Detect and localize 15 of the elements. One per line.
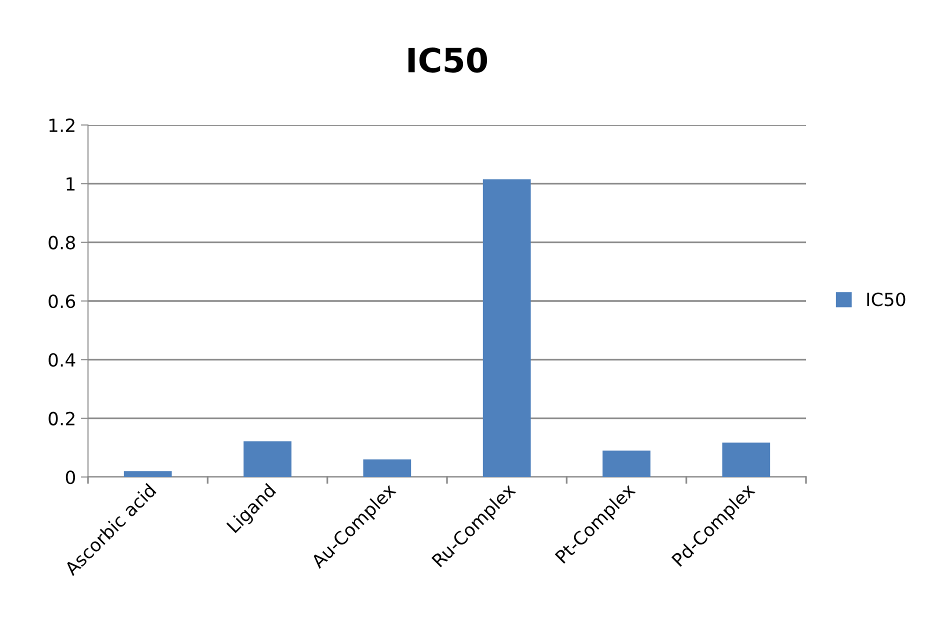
legend-label: IC50 (867, 292, 906, 306)
y-tick-label: 1.2 (49, 118, 74, 132)
y-tick-label: 0.6 (48, 294, 76, 308)
y-tick-label: 0.2 (48, 412, 74, 426)
bar (363, 459, 412, 477)
bar (602, 450, 650, 477)
bar (722, 442, 770, 477)
y-tick-label: 1 (66, 177, 75, 191)
y-tick-label: 0.4 (48, 353, 76, 367)
bar (482, 179, 531, 477)
bar (244, 441, 292, 477)
y-tick-label: 0.8 (48, 236, 75, 250)
bar (124, 471, 172, 477)
chart-title: IC50 (408, 47, 488, 73)
y-tick-label: 0 (66, 470, 75, 484)
